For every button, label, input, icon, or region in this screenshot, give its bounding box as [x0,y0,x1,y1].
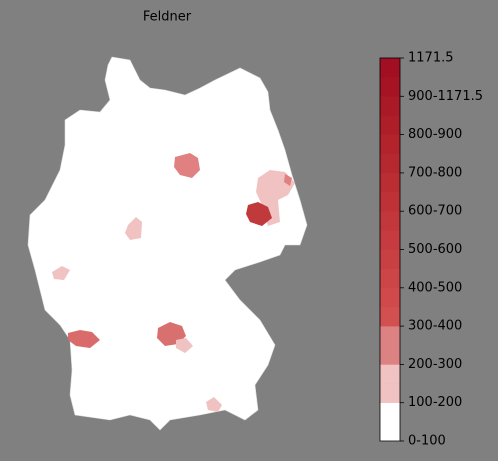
colorbar-segment [380,58,400,78]
colorbar-segment [380,421,400,442]
colorbar-label: 1171.5 [408,51,454,66]
colorbar-segment [380,211,400,231]
colorbar-label: 500-600 [408,242,462,257]
colorbar-segment [380,383,400,403]
colorbar-segment [380,287,400,308]
colorbar-segment [380,230,400,250]
colorbar-segment [380,77,400,97]
region [176,338,193,353]
colorbar-label: 900-1171.5 [408,89,483,104]
colorbar-segment [380,306,400,327]
colorbar-segment [380,249,400,269]
region [52,266,70,280]
map-title: Feldner [143,10,192,25]
colorbar-label: 700-800 [408,165,462,180]
region [68,330,100,348]
colorbar-segment [380,268,400,289]
region [125,217,142,240]
colorbar-segment [380,402,400,423]
region [174,153,200,178]
region [284,174,292,186]
colorbar-segment [380,345,400,365]
colorbar-label: 800-900 [408,127,462,142]
colorbar-segment [380,153,400,174]
colorbar-label: 200-300 [408,357,462,372]
colorbar-label: 300-400 [408,319,462,334]
colorbar: 0-100 100-200 200-300 300-400 400-500 500-600… [379,51,483,449]
colorbar-segment [380,172,400,193]
colorbar-segment [380,192,400,212]
colorbar-segment [380,134,400,155]
region [246,202,272,226]
colorbar-segment [380,326,400,346]
colorbar-segment [380,96,400,116]
colorbar-segment [380,364,400,384]
colorbar-label: 100-200 [408,395,462,410]
colorbar-segment [380,115,400,135]
region [206,397,222,412]
germany-map [27,56,308,431]
country-outline [27,56,308,431]
colorbar-label: 0-100 [408,434,446,449]
colorbar-label: 400-500 [408,280,462,295]
colorbar-label: 600-700 [408,204,462,219]
